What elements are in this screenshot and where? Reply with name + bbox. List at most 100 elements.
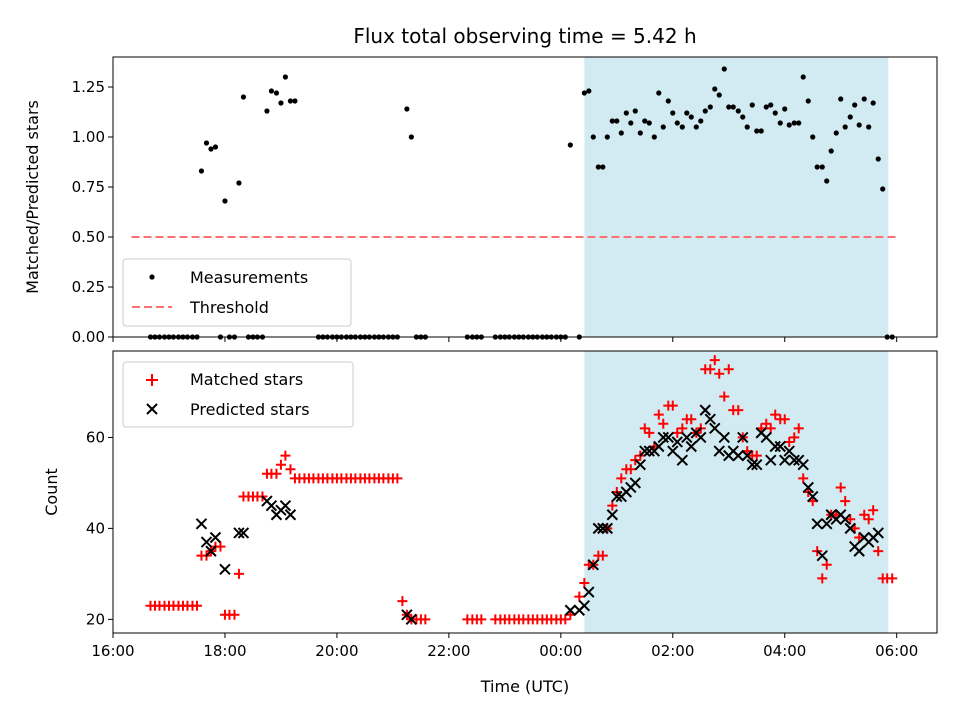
measurement-point <box>861 96 867 102</box>
top-axes-frame <box>112 56 938 338</box>
matched-star-point <box>714 368 725 379</box>
matched-star-point <box>280 450 291 461</box>
measurement-point <box>679 124 685 130</box>
predicted-star-point <box>779 454 791 466</box>
predicted-star-point <box>788 454 800 466</box>
predicted-star-point <box>195 518 208 530</box>
legend-predicted-label: Predicted stars <box>190 400 310 419</box>
matched-star-point <box>397 596 408 607</box>
matched-star-point <box>658 418 669 429</box>
matched-star-point <box>653 409 664 420</box>
matched-star-point <box>719 391 730 402</box>
measurement-point <box>408 134 414 140</box>
y-tick-label: 60 <box>86 428 105 446</box>
matched-star-point <box>392 473 403 484</box>
chart-title: Flux total observing time = 5.42 h <box>353 24 696 48</box>
measurement-point <box>642 118 648 124</box>
measurement-point <box>670 110 676 116</box>
matched-star-point <box>616 473 627 484</box>
measurement-point <box>604 134 610 140</box>
matched-star-point <box>887 573 898 584</box>
predicted-star-point <box>205 545 217 557</box>
bottom-x-ticks: 16:00 18:00 20:00 22:00 00:00 02:00 04:00 06:00 <box>91 633 918 660</box>
predicted-star-point <box>657 431 669 444</box>
y-tick-label: 20 <box>86 610 105 628</box>
matched-star-point <box>233 568 244 579</box>
measurement-point <box>590 134 596 140</box>
x-tick-label: 02:00 <box>651 642 694 660</box>
measurement-point <box>735 108 741 114</box>
measurement-point <box>609 118 615 124</box>
y-tick-label: 40 <box>86 519 105 537</box>
measurement-point <box>707 104 713 110</box>
bottom-y-axis-label: Count <box>42 468 61 516</box>
matched-star-point <box>845 514 856 525</box>
measurement-point <box>684 110 690 116</box>
matched-star-point <box>667 400 678 411</box>
measurement-point <box>268 88 275 94</box>
matched-star-point <box>789 432 800 443</box>
predicted-star-point <box>629 477 641 489</box>
measurement-point <box>628 120 634 126</box>
predicted-star-point <box>769 440 781 453</box>
x-axis-label: Time (UTC) <box>480 677 569 696</box>
measurement-point <box>810 134 816 140</box>
predicted-star-point <box>765 454 777 466</box>
measurement-point <box>805 98 811 104</box>
measurement-point <box>744 124 750 130</box>
predicted-star-point <box>662 431 675 444</box>
legend-threshold-label: Threshold <box>189 298 269 317</box>
bottom-y-ticks: 20 40 60 <box>86 428 113 628</box>
predicted-star-point <box>284 509 297 521</box>
measurement-point <box>819 164 825 170</box>
predicted-star-point <box>265 499 278 512</box>
measurement-point <box>287 98 294 104</box>
measurement-point <box>637 130 643 136</box>
measurement-point <box>292 98 298 104</box>
predicted-star-point <box>737 431 749 444</box>
matched-star-point <box>821 559 832 570</box>
predicted-star-point <box>597 522 609 535</box>
predicted-star-point <box>774 440 786 453</box>
measurement-point <box>880 186 886 192</box>
measurement-point <box>688 114 694 120</box>
measurement-point <box>875 156 881 162</box>
measurement-point <box>203 140 210 146</box>
measurement-point <box>240 94 247 100</box>
predicted-star-point <box>695 431 707 444</box>
predicted-points <box>195 404 884 626</box>
measurement-point <box>870 100 876 106</box>
y-tick-label: 1.25 <box>72 78 105 96</box>
matched-star-point <box>751 450 762 461</box>
predicted-star-point <box>709 422 721 435</box>
measurement-point <box>852 102 858 108</box>
legend-matched-marker <box>146 374 158 386</box>
predicted-star-point <box>713 445 725 457</box>
measurement-point <box>665 98 671 104</box>
measurement-point <box>586 88 592 94</box>
bottom-shaded-region <box>584 351 889 633</box>
measurement-point <box>838 96 844 102</box>
measurement-point <box>693 124 699 130</box>
matched-star-point <box>271 468 282 479</box>
matched-star-point <box>873 546 884 557</box>
top-x-ticks <box>112 337 898 342</box>
y-tick-label: 1.00 <box>72 128 105 146</box>
measurement-point <box>772 110 778 116</box>
predicted-star-point <box>685 440 697 453</box>
measurement-point <box>618 130 624 136</box>
x-tick-label: 06:00 <box>875 642 918 660</box>
measurement-point <box>623 110 629 116</box>
top-legend-box <box>122 258 352 327</box>
measurement-point <box>856 122 862 128</box>
measurement-point <box>698 118 704 124</box>
predicted-star-point <box>816 549 828 562</box>
top-y-axis-label: Matched/Predicted stars <box>23 100 42 294</box>
matched-star-point <box>229 609 240 620</box>
predicted-star-point <box>237 527 250 539</box>
measurement-point <box>777 120 783 126</box>
matched-star-point <box>798 473 809 484</box>
measurement-point <box>721 66 727 72</box>
matched-star-point <box>597 550 608 561</box>
